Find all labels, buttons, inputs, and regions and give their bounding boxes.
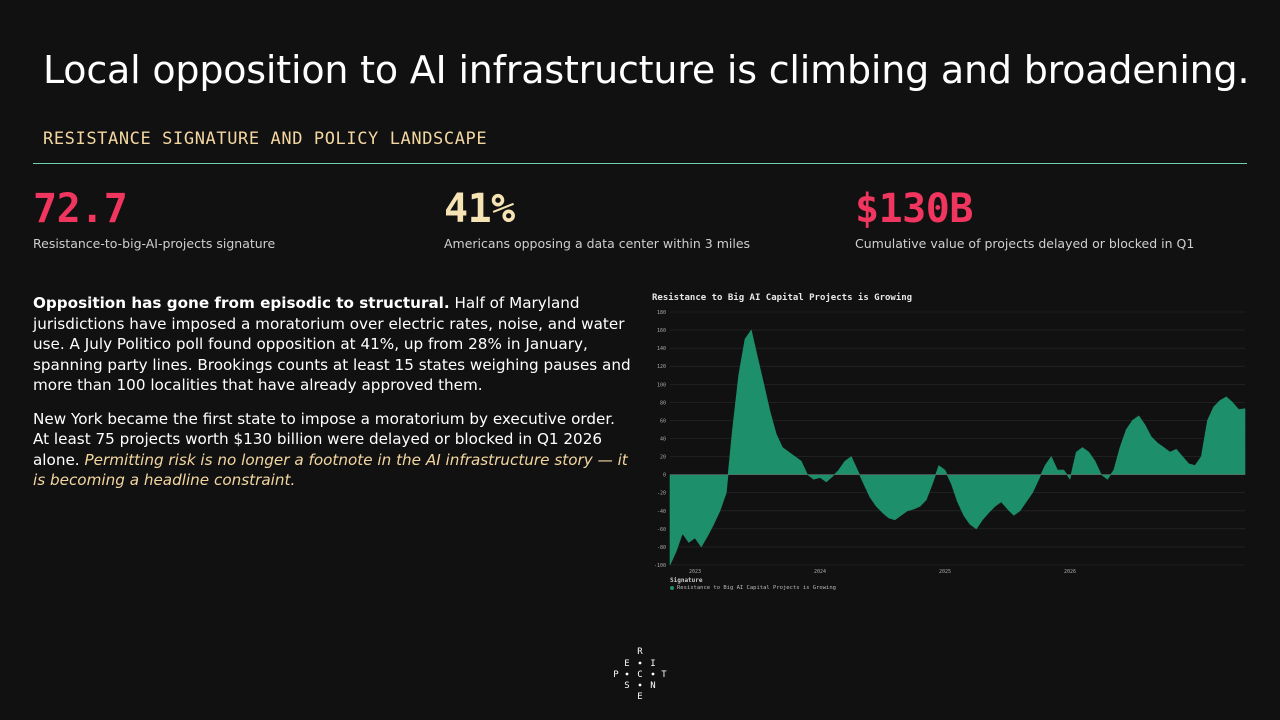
paragraph-lead: Opposition has gone from episodic to str…	[33, 294, 450, 312]
logo-letter: S	[624, 681, 629, 691]
body-text: Opposition has gone from episodic to str…	[33, 293, 633, 504]
paragraph-text: New York became the first state to impos…	[33, 409, 616, 469]
paragraph-text: Half of Maryland jurisdictions have impo…	[33, 294, 631, 394]
logo-letter: R	[637, 647, 643, 657]
x-tick-label: 2026	[1064, 569, 1076, 575]
legend-item: Resistance to Big AI Capital Projects is…	[670, 585, 836, 591]
logo-letter: I	[650, 659, 655, 669]
logo-letter: E	[637, 692, 642, 701]
y-tick-label: -60	[657, 527, 666, 533]
stat-delayed-value: $130B Cumulative value of projects delay…	[855, 186, 1235, 251]
stat-caption: Resistance-to-big-AI-projects signature	[33, 236, 276, 251]
logo-letter: C	[637, 670, 642, 680]
y-tick-label: 80	[660, 400, 666, 406]
paragraph-1: Opposition has gone from episodic to str…	[33, 293, 633, 396]
y-tick-label: 140	[657, 346, 666, 352]
stat-opposition: 41% Americans opposing a data center wit…	[444, 186, 824, 251]
x-tick-label: 2025	[939, 569, 951, 575]
legend-swatch	[670, 586, 674, 590]
stat-caption: Americans opposing a data center within …	[444, 236, 751, 251]
stat-value: $130B	[855, 186, 973, 232]
chart-title: Resistance to Big AI Capital Projects is…	[652, 293, 913, 303]
paragraph-2: New York became the first state to impos…	[33, 409, 633, 491]
brand-logo: R E I P C T S N E	[613, 647, 667, 701]
y-tick-label: 60	[660, 418, 666, 424]
logo-letter: T	[661, 670, 667, 680]
logo-dot	[625, 672, 629, 676]
y-tick-label: 100	[657, 382, 666, 388]
y-tick-label: 40	[660, 437, 666, 443]
logo-dot	[638, 683, 642, 687]
series-area	[669, 329, 1246, 566]
divider-rule	[33, 163, 1247, 164]
legend-title: Signature	[670, 577, 703, 584]
logo-dot	[638, 661, 642, 665]
stat-signature: 72.7 Resistance-to-big-AI-projects signa…	[33, 186, 413, 251]
section-label: RESISTANCE SIGNATURE AND POLICY LANDSCAP…	[43, 129, 488, 149]
y-tick-label: 120	[657, 364, 666, 370]
y-tick-label: -40	[657, 509, 666, 515]
stat-value: 72.7	[33, 186, 128, 232]
x-tick-label: 2023	[689, 569, 701, 575]
y-tick-label: -80	[657, 545, 666, 551]
y-tick-label: -100	[654, 563, 666, 569]
logo-letter: N	[650, 681, 655, 691]
logo-letter: P	[613, 670, 619, 680]
stat-caption: Cumulative value of projects delayed or …	[855, 236, 1195, 251]
paragraph-emphasis: Permitting risk is no longer a footnote …	[33, 450, 628, 490]
y-tick-label: 180	[657, 310, 666, 316]
y-tick-label: -20	[657, 491, 666, 497]
area-chart: -100 -80 -60 -40 -20 0 20 40 60 80 100 120 140 160 180…	[654, 310, 1246, 575]
logo-letter: E	[624, 659, 629, 669]
y-tick-label: 20	[660, 455, 666, 461]
logo-dot	[651, 672, 655, 676]
slide-title: Local opposition to AI infrastructure is…	[43, 48, 1250, 92]
y-tick-label: 0	[663, 473, 666, 479]
chart-container: Resistance to Big AI Capital Projects is…	[648, 290, 1248, 600]
y-tick-label: 160	[657, 328, 666, 334]
x-tick-label: 2024	[814, 569, 826, 575]
legend-label: Resistance to Big AI Capital Projects is…	[677, 585, 836, 591]
stat-value: 41%	[444, 186, 515, 232]
